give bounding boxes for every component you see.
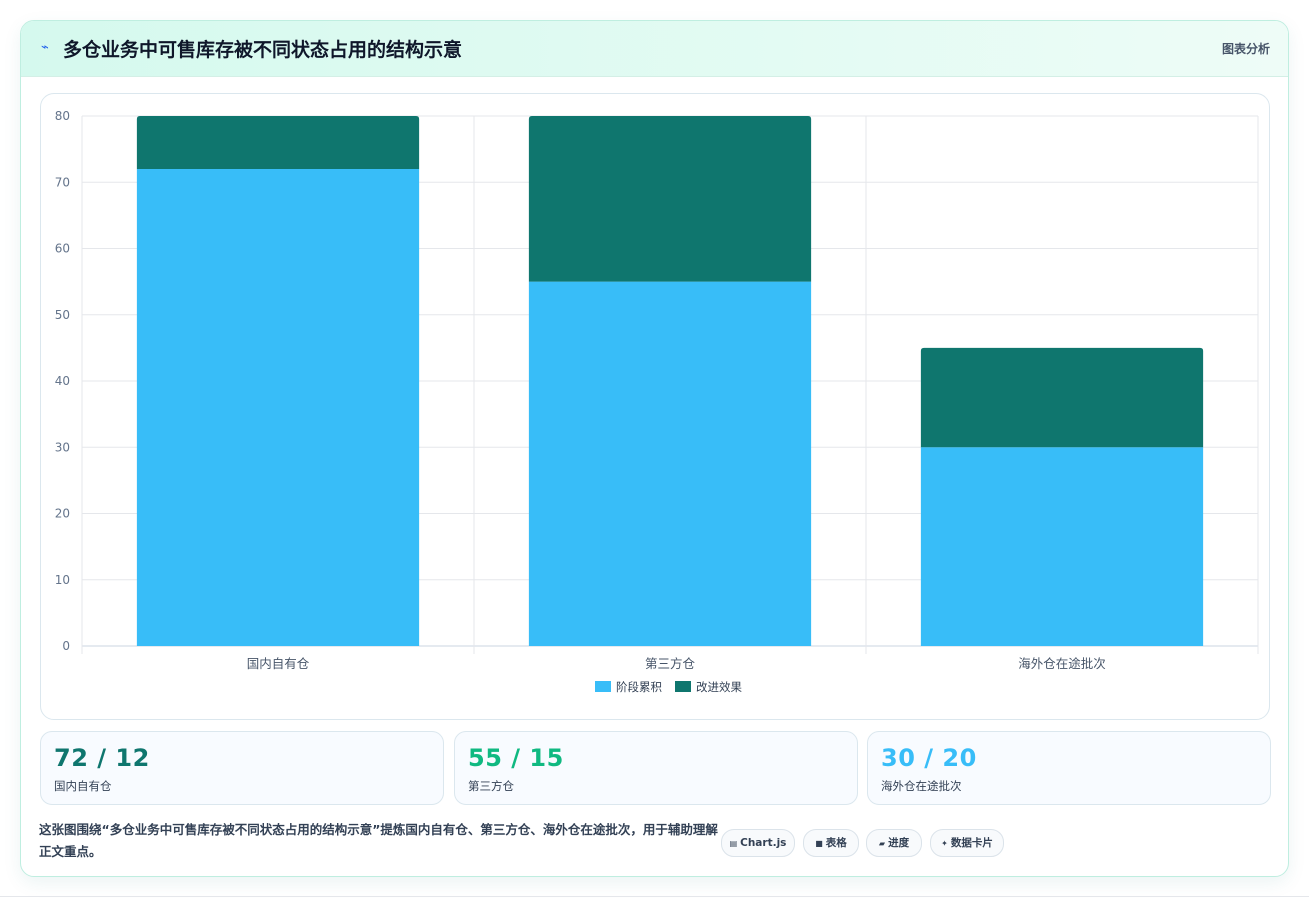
stat-value: 30 / 20 bbox=[881, 744, 977, 772]
chip-label: 数据卡片 bbox=[950, 837, 993, 849]
y-tick-label: 40 bbox=[55, 374, 70, 388]
chart-card: ⌁ 多仓业务中可售库存被不同状态占用的结构示意 图表分析 0 10 20 30 40 50… bbox=[20, 20, 1289, 877]
y-tick-label: 70 bbox=[55, 175, 70, 189]
legend-label: 改进效果 bbox=[696, 680, 742, 694]
bar-segment-1 bbox=[136, 169, 420, 646]
y-tick-label: 0 bbox=[62, 639, 70, 653]
bar-segment-1 bbox=[920, 447, 1204, 646]
x-tick-label: 海外仓在途批次 bbox=[1018, 656, 1106, 671]
chip-label: 表格 bbox=[825, 837, 847, 849]
legend-swatch bbox=[595, 681, 611, 692]
chart-panel: 0 10 20 30 40 50 60 70 80 国内自有仓 第三方仓 海外仓在途批次阶段累积 改进效… bbox=[40, 93, 1270, 720]
chip-progress[interactable]: ▰ 进度 bbox=[866, 829, 922, 857]
chip-data-card[interactable]: ✦ 数据卡片 bbox=[930, 829, 1004, 857]
chart-icon: ▤ bbox=[729, 839, 738, 848]
sparkle-icon: ✦ bbox=[941, 839, 948, 848]
page-bottom-divider bbox=[0, 896, 1309, 897]
y-tick-label: 10 bbox=[55, 573, 70, 587]
chart-analysis-link[interactable]: 图表分析 bbox=[1221, 42, 1270, 56]
y-tick-label: 80 bbox=[55, 109, 70, 123]
legend-swatch bbox=[675, 681, 691, 692]
chip-label: Chart.js bbox=[740, 837, 787, 849]
card-header: ⌁ 多仓业务中可售库存被不同状态占用的结构示意 图表分析 bbox=[21, 21, 1288, 77]
table-icon: ■ bbox=[815, 839, 823, 848]
bar-segment-1 bbox=[528, 281, 812, 646]
x-tick-label: 第三方仓 bbox=[645, 656, 696, 671]
progress-icon: ▰ bbox=[878, 839, 886, 848]
stat-label: 国内自有仓 bbox=[54, 779, 112, 793]
bar-segment-2 bbox=[528, 116, 812, 282]
y-tick-label: 60 bbox=[55, 242, 70, 256]
stat-value: 72 / 12 bbox=[54, 744, 150, 772]
stat-card-third-party: 55 / 15 第三方仓 bbox=[454, 731, 858, 805]
chart-caption: 这张图围绕“多仓业务中可售库存被不同状态占用的结构示意”提炼国内自有仓、第三方仓… bbox=[39, 822, 718, 859]
bar-segment-2 bbox=[136, 116, 420, 169]
stat-card-overseas: 30 / 20 海外仓在途批次 bbox=[867, 731, 1271, 805]
stat-value: 55 / 15 bbox=[468, 744, 564, 772]
y-tick-label: 30 bbox=[55, 440, 70, 454]
stat-label: 第三方仓 bbox=[468, 779, 514, 793]
legend-label: 阶段累积 bbox=[616, 680, 662, 694]
chip-chartjs[interactable]: ▤ Chart.js bbox=[721, 829, 795, 857]
y-tick-label: 20 bbox=[55, 507, 70, 521]
stat-label: 海外仓在途批次 bbox=[881, 779, 962, 793]
lightning-icon: ⌁ bbox=[41, 40, 49, 55]
page-title: 多仓业务中可售库存被不同状态占用的结构示意 bbox=[63, 39, 463, 61]
chip-table[interactable]: ■ 表格 bbox=[803, 829, 859, 857]
y-tick-label: 50 bbox=[55, 308, 70, 322]
bar-segment-2 bbox=[920, 347, 1204, 448]
stat-card-domestic: 72 / 12 国内自有仓 bbox=[40, 731, 444, 805]
x-tick-label: 国内自有仓 bbox=[247, 656, 310, 671]
chip-label: 进度 bbox=[888, 837, 910, 849]
